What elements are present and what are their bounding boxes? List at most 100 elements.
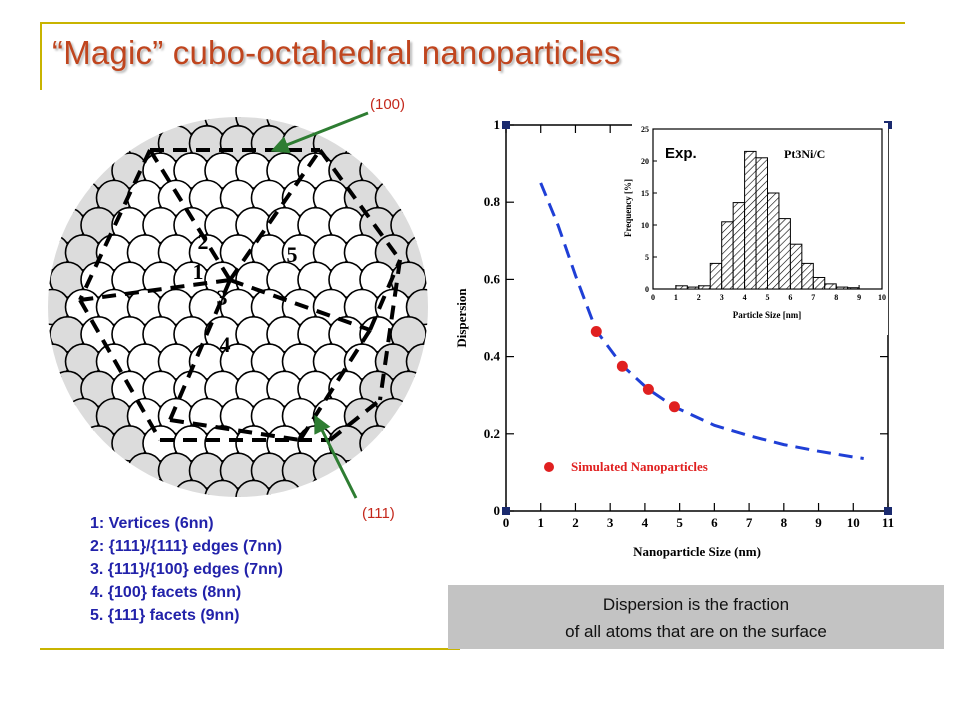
site-number-3: 3 (217, 285, 228, 310)
inset-x-tick-label: 8 (834, 293, 838, 302)
edge-dashes (78, 148, 402, 442)
edge-dash-line (78, 149, 152, 301)
slide-frame-bottom (40, 648, 460, 650)
edge-dash-line (148, 148, 232, 282)
histogram-bar (721, 221, 734, 290)
inset-x-tick-label: 1 (674, 293, 678, 302)
slide-frame-top (40, 22, 905, 24)
legend-item-111-111-edges: 2: {111}/{111} edges (7nn) (90, 538, 283, 555)
inset-x-tick-label: 6 (788, 293, 792, 302)
x-tick-label: 3 (607, 515, 614, 530)
x-tick-label: 6 (711, 515, 718, 530)
histogram-bar (675, 285, 688, 290)
y-tick-label: 0 (494, 503, 501, 518)
edge-dash-line (229, 278, 371, 332)
arrow-111-facet (314, 414, 358, 499)
dispersion-caption: Dispersion is the fraction of all atoms … (448, 585, 944, 649)
site-number-2: 2 (198, 229, 209, 254)
histogram-bar (698, 285, 711, 290)
legend-item-100-facets: 4. {100} facets (8nn) (90, 584, 242, 601)
site-legend: 1: Vertices (6nn) 2: {111}/{111} edges (… (90, 512, 283, 627)
simulated-point (642, 383, 654, 395)
inset-y-tick-label: 5 (645, 253, 649, 262)
atom (204, 117, 241, 135)
slide-frame-left (40, 22, 42, 90)
caption-line-1: Dispersion is the fraction (602, 595, 790, 614)
corner-marker-bl (502, 507, 510, 515)
inset-y-tick-label: 15 (641, 189, 649, 198)
inset-x-tick-label: 10 (878, 293, 886, 302)
nanoparticle-illustration: 1 2 3 4 5 (48, 117, 428, 497)
site-number-5: 5 (287, 242, 298, 267)
histogram-bar (812, 276, 826, 290)
inset-title: Exp. (665, 145, 697, 162)
inset-x-tick-label: 7 (811, 293, 815, 302)
histogram-bar (789, 243, 803, 290)
edge-dash-line (168, 279, 232, 421)
x-tick-label: 7 (746, 515, 753, 530)
legend-item-111-100-edges: 3. {111}/{100} edges (7nn) (90, 561, 283, 578)
x-tick-label: 4 (642, 515, 649, 530)
inset-y-tick-label: 10 (641, 221, 649, 230)
edge-dash-line (378, 259, 402, 401)
x-tick-label: 8 (781, 515, 788, 530)
y-tick-label: 0.2 (484, 426, 500, 441)
edge-dash-line (79, 278, 231, 302)
site-number-1: 1 (193, 259, 204, 284)
inset-y-tick-label: 0 (645, 285, 649, 294)
x-tick-label: 2 (572, 515, 579, 530)
y-tick-label: 1 (494, 117, 501, 132)
slide-title: “Magic” cubo-octahedral nanoparticles (52, 34, 621, 71)
corner-marker-tl (502, 121, 510, 129)
y-tick-label: 0.6 (484, 271, 501, 286)
y-tick-label: 0.4 (484, 349, 501, 364)
caption-line-2: of all atoms that are on the surface (565, 622, 827, 641)
histogram-bar (686, 286, 700, 290)
legend-item-vertices: 1: Vertices (6nn) (90, 515, 214, 532)
histogram-bar (744, 150, 757, 290)
legend-label-simulated: Simulated Nanoparticles (571, 459, 708, 474)
histogram-bar (847, 287, 860, 290)
edge-dash-line (78, 299, 162, 441)
inset-x-tick-label: 5 (766, 293, 770, 302)
legend-marker-simulated (544, 462, 554, 472)
corner-marker-br (884, 507, 892, 515)
site-number-4: 4 (220, 332, 231, 357)
x-tick-label: 10 (847, 515, 860, 530)
histogram-bar (824, 283, 837, 290)
atom (204, 479, 241, 497)
arrow-100-facet (270, 111, 369, 154)
inset-x-tick-label: 4 (743, 293, 747, 302)
x-tick-label: 5 (676, 515, 683, 530)
y-tick-label: 0.8 (484, 194, 501, 209)
x-tick-label: 0 (503, 515, 510, 530)
simulated-point (668, 401, 680, 413)
inset-x-tick-label: 2 (697, 293, 701, 302)
inset-x-axis-label: Particle Size [nm] (733, 310, 801, 320)
edge-dash-line (228, 148, 322, 282)
inset-histogram: 0 1 2 3 4 5 6 7 8 9 10 0 5 10 15 20 25 Exp. Pt3Ni/C Part… (623, 123, 888, 335)
x-tick-label: 9 (815, 515, 822, 530)
atom (235, 117, 272, 135)
inset-x-tick-label: 3 (720, 293, 724, 302)
histogram-bar (709, 262, 723, 290)
inset-subtitle: Pt3Ni/C (784, 147, 825, 161)
facet-label-100: (100) (370, 96, 406, 113)
y-axis-label: Dispersion (454, 288, 469, 348)
x-axis-label: Nanoparticle Size (nm) (633, 544, 761, 559)
inset-x-tick-label: 9 (857, 293, 861, 302)
simulated-point (616, 360, 628, 372)
atom (405, 288, 428, 326)
edge-dash-line (368, 259, 402, 331)
inset-x-tick-label: 0 (651, 293, 655, 302)
histogram-bar (732, 202, 746, 290)
inset-y-tick-label: 20 (641, 157, 649, 166)
histogram-bar (778, 218, 791, 290)
inset-y-axis-label: Frequency [%] (623, 179, 633, 237)
inset-y-tick-label: 25 (641, 125, 649, 134)
histogram-bar (767, 192, 780, 290)
legend-item-111-facets: 5. {111} facets (9nn) (90, 607, 240, 624)
edge-dash-line (328, 398, 382, 442)
